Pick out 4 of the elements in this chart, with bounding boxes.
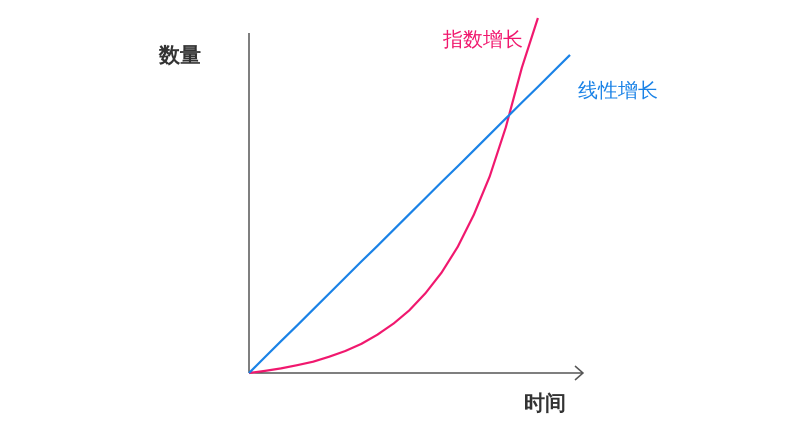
series-label: 指数增长 — [442, 27, 523, 51]
y-axis-title: 数量 — [158, 43, 201, 67]
series-label: 线性增长 — [578, 78, 658, 102]
x-axis-title: 时间 — [524, 391, 566, 415]
